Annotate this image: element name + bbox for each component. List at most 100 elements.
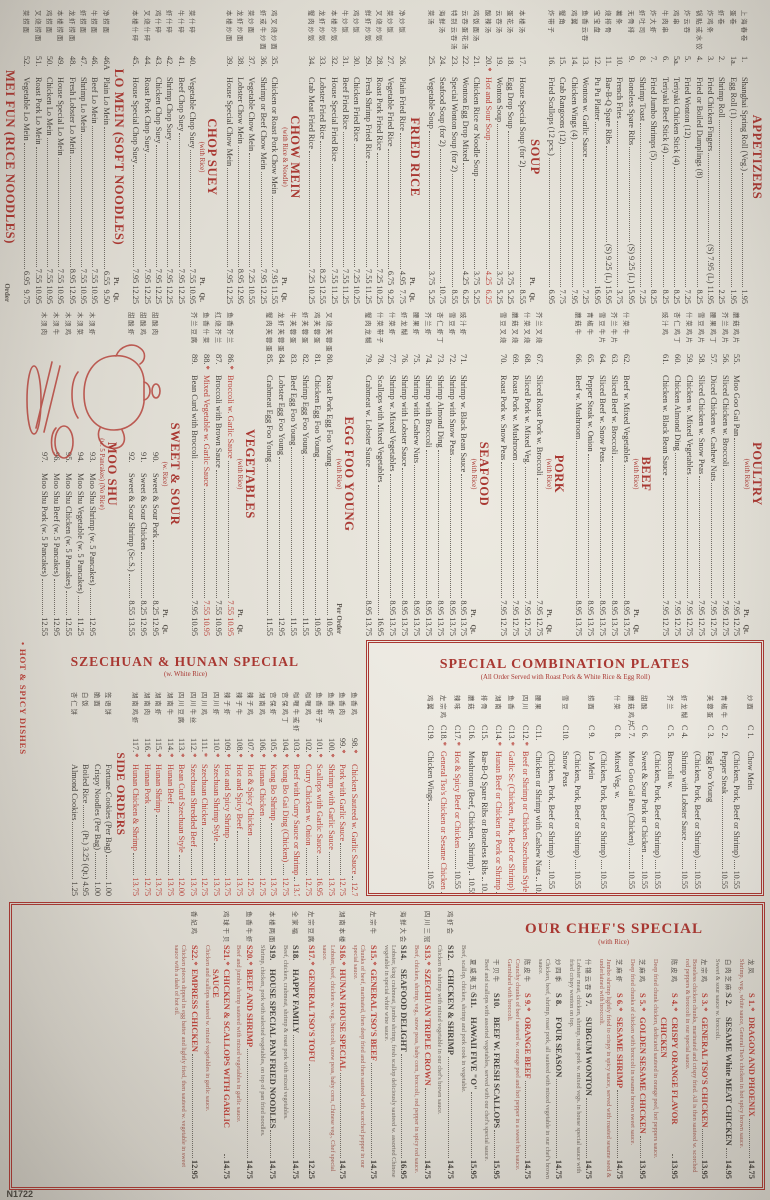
item-name: Sliced Pork w. Mixed Veg. <box>522 375 532 465</box>
section-title: LO MEIN (SOFT NOODLES) <box>111 68 126 246</box>
combo-item: 芙蓉蛋 C 3. Egg Foo Young (Chicken, Pork, Beef… <box>690 695 716 889</box>
item-name: Lobster Chow Mein <box>236 77 246 144</box>
item-chinese: 蛋卷 <box>728 10 736 27</box>
dotted-leader <box>425 449 427 599</box>
item-chinese: 蘑菇鸡片 <box>626 695 634 725</box>
item-name: Shrimp with Lobster Sauce <box>399 375 409 467</box>
szechuan-banner-subtitle: (w. White Rice) <box>163 671 207 678</box>
dotted-leader <box>560 146 562 288</box>
item-chinese: 鲜虾炒饭 <box>363 10 371 44</box>
item-price: 4.95 7.75 <box>397 270 407 304</box>
item-name: Roast Pork w. Snow Peas <box>498 375 508 461</box>
item-number: 116.* <box>143 738 152 758</box>
dotted-leader <box>267 464 269 616</box>
spicy-mark: * <box>439 741 449 746</box>
menu-item: 四川豆腐 113.* Bean Curd Szechuan Style 12.00 <box>175 692 187 896</box>
item-name: Moo Goo Gai Pan (Chicken) <box>626 751 636 846</box>
item-number: 98.* <box>350 738 359 754</box>
item-price: 3.75 5.25 <box>472 270 482 304</box>
item-price: 6.95 <box>547 289 557 304</box>
item-name: Shrimp Toast <box>637 77 647 122</box>
section-title: SOUP <box>527 139 542 175</box>
item-name: Chicken Chop Suey <box>153 77 163 144</box>
menu-item: 雪豆牛片 64. Sliced Beef w. Snow Peas 8.95 13.7… <box>595 312 607 636</box>
dotted-leader <box>508 130 510 269</box>
dotted-leader <box>223 1153 225 1158</box>
chef-item-line: 香妃鸡 S22.* EMPRESS CHICKEN 12.95 <box>187 911 200 1179</box>
item-chinese: 芥兰叉烧 <box>534 312 542 346</box>
section-title: MEI FUN (RICE NOODLES) <box>4 70 18 244</box>
item-number: 27. <box>386 56 396 67</box>
item-chinese: 本楼炒饭 <box>329 10 337 44</box>
menu-item: 豉汁鸡 61. Chicken w. Black Bean Sauce 7.95 12… <box>658 312 670 636</box>
item-price: 7.95 12.75 <box>708 600 718 636</box>
item-price: 14.95 <box>723 1159 734 1179</box>
item-number: S 2. <box>723 993 734 1007</box>
chef-item-line: 左宗鸡 S 3.* GENERAL TSO'S CHICKEN 13.95 <box>698 959 710 1179</box>
item-price: 7.95 12.75 <box>661 600 671 636</box>
price-column-labels: Order <box>4 283 12 302</box>
dotted-leader <box>549 157 551 288</box>
dotted-leader <box>429 130 431 269</box>
item-name: SESAME SHRIMP <box>614 1017 625 1089</box>
item-number: 39. <box>224 56 234 67</box>
item-name: House Special Chow Mein <box>224 77 234 167</box>
item-number: 81. <box>312 354 322 365</box>
side-orders-title: SIDE ORDERS <box>114 752 126 836</box>
item-name: General Tso's Chicken or Sesame Chicken <box>439 751 449 890</box>
dotted-leader <box>390 473 392 599</box>
item-price: 7.55 11.25 <box>329 269 339 304</box>
menu-item: 腰果鸡丁 57. Diced Chicken w. Cashew Nuts 7.95 … <box>706 312 718 636</box>
item-number: 40. <box>187 56 197 67</box>
item-number: 1. <box>740 56 749 63</box>
item-chinese: 净炒饭 <box>397 10 405 35</box>
section-header: CHOP SUEY (with Rice) Pt. Qt. <box>198 10 220 304</box>
item-name: Shrimp with Cashew Nuts <box>411 375 421 464</box>
spicy-mark: * <box>520 741 530 746</box>
item-number: 6. <box>660 56 670 63</box>
spicy-mark: * <box>189 961 200 966</box>
menu-item: 什菜鸡片 59. Chicken w. Mixed Vegetables 7.95 1… <box>682 312 694 636</box>
item-price: 7.25 <box>581 289 591 304</box>
dotted-leader <box>512 462 514 599</box>
item-price: 12.75 <box>143 877 152 896</box>
item-number: 73. <box>435 354 445 365</box>
item-name: Hot & Spicy Chicken <box>246 764 256 836</box>
item-name: Broccoli w. Garlic Sauce <box>225 375 235 459</box>
item-number: 105.* <box>269 738 279 758</box>
item-price: 8.25 12.95 <box>138 600 148 636</box>
item-name: Sliced Beef w. Broccoli <box>609 375 619 455</box>
spicy-mark: * <box>200 752 210 758</box>
dotted-leader <box>340 843 342 876</box>
item-name: Beef Fried Rice <box>341 77 350 130</box>
item-chinese: 虾龙糊 <box>680 695 688 720</box>
item-chinese: 湖南 <box>493 695 501 712</box>
item-name: Shrimp Chop Suey <box>165 77 175 141</box>
item-number: S16.* <box>338 945 349 966</box>
item-number: 72. <box>447 354 457 365</box>
spicy-mark: * <box>523 1007 534 1012</box>
item-chinese: 宝宝盘 <box>592 10 600 35</box>
item-number: 36. <box>258 56 268 67</box>
item-chinese: 辣味 <box>452 695 460 712</box>
item-name: Chicken or Shrimp with Cashew Nuts <box>534 751 544 876</box>
item-price: 13.75 <box>223 877 233 896</box>
section-subtitle: (with Rice & Noodle) <box>280 127 288 187</box>
item-number: 63. <box>609 354 619 365</box>
menu-item: 酸辣汤 20.* Hot and Sour Soup 4.25 6.25 <box>481 10 493 304</box>
section-header: MEI FUN (RICE NOODLES) Order <box>4 10 18 304</box>
item-name: Vegetable Lo Mein <box>22 77 32 141</box>
item-price: 14.75 <box>445 1159 456 1179</box>
spicy-mark: * <box>154 753 164 758</box>
item-chinese: 芙蓉蛋 <box>706 695 714 720</box>
chef-special-item: 鸡虾会 S12. CHICKEN & SHRIMP 14.75 Chicken & sh… <box>436 911 456 1179</box>
item-price: 7.55 10.95 <box>187 268 197 304</box>
item-number: 2. <box>717 56 727 63</box>
item-chinese: 芥兰虾 <box>423 312 431 337</box>
item-chinese: 云吞汤 <box>495 10 503 35</box>
item-name: Chicken Sauteed w. Garlic Sauce <box>350 764 359 875</box>
dotted-leader <box>734 859 736 869</box>
combo-item: 鸡翼 C19. Chicken Wings 10.55 <box>422 695 436 889</box>
item-chinese: 蟹角 <box>558 10 566 27</box>
dotted-leader <box>133 852 135 876</box>
